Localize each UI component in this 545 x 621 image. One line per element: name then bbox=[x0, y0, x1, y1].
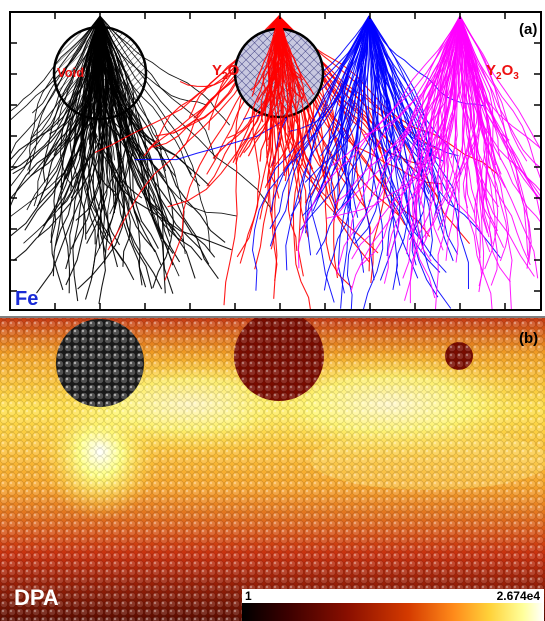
y2o3-label-red: Y2O bbox=[212, 62, 240, 82]
ion-track bbox=[285, 15, 370, 271]
ion-track bbox=[288, 15, 370, 132]
ion-track bbox=[389, 15, 461, 256]
ion-track bbox=[437, 15, 482, 231]
panel-b: (b) DPA 1 2.674e4 bbox=[0, 318, 545, 621]
ion-track bbox=[235, 15, 280, 165]
ion-track bbox=[389, 15, 461, 150]
ion-track bbox=[459, 15, 501, 160]
ion-track bbox=[444, 16, 464, 191]
ion-track bbox=[459, 15, 481, 258]
ion-track bbox=[459, 15, 493, 244]
ion-track bbox=[330, 15, 461, 167]
dpa-label: DPA bbox=[14, 585, 59, 610]
ion-track bbox=[459, 15, 541, 179]
ion-track bbox=[436, 15, 491, 253]
ion-track bbox=[459, 15, 541, 169]
ion-tracks-overlay bbox=[212, 15, 316, 176]
ion-track bbox=[368, 15, 501, 259]
panel-a: Void Y2O Y2O3 (a) Fe bbox=[9, 11, 542, 311]
ion-track bbox=[349, 15, 461, 236]
ion-track bbox=[260, 15, 280, 123]
ion-track bbox=[312, 15, 370, 212]
colorbar-gradient bbox=[242, 603, 544, 621]
ion-track bbox=[278, 15, 305, 103]
colorbar: 1 2.674e4 bbox=[242, 589, 544, 621]
ion-track bbox=[362, 15, 384, 310]
ion-track bbox=[363, 15, 461, 136]
colorbar-min: 1 bbox=[245, 589, 252, 603]
ion-track bbox=[368, 15, 413, 139]
ion-track bbox=[299, 15, 370, 231]
ion-track bbox=[420, 15, 461, 253]
ion-track bbox=[368, 15, 399, 290]
fe-label: Fe bbox=[15, 288, 38, 310]
ion-track bbox=[351, 15, 370, 218]
ion-track bbox=[444, 15, 461, 263]
colorbar-max: 2.674e4 bbox=[497, 589, 541, 603]
ion-track bbox=[336, 15, 461, 274]
ion-track bbox=[406, 15, 461, 255]
panel-a-tag: (a) bbox=[519, 21, 537, 38]
axis-ticks bbox=[10, 12, 541, 310]
ion-track bbox=[450, 15, 461, 159]
ion-track bbox=[278, 15, 304, 99]
ion-track bbox=[326, 15, 461, 219]
ion-track bbox=[459, 15, 541, 153]
ion-track bbox=[267, 15, 280, 98]
void-label: Void bbox=[57, 65, 84, 80]
ion-track bbox=[368, 15, 424, 249]
ion-track bbox=[459, 15, 530, 269]
ion-track bbox=[337, 15, 370, 294]
panel-b-tag: (b) bbox=[519, 330, 538, 347]
ion-track bbox=[459, 15, 483, 293]
ion-track bbox=[232, 15, 280, 164]
y2o3-label-magenta: Y2O3 bbox=[486, 62, 519, 82]
ion-track bbox=[269, 15, 370, 230]
ion-track bbox=[322, 15, 370, 172]
ion-track bbox=[459, 15, 511, 283]
ion-track bbox=[290, 15, 370, 217]
ion-track bbox=[269, 15, 370, 247]
ion-track bbox=[408, 15, 461, 299]
void-circle bbox=[52, 25, 148, 121]
ion-track bbox=[417, 15, 461, 146]
ion-track bbox=[459, 15, 535, 277]
ion-track bbox=[362, 15, 447, 273]
ion-track bbox=[368, 15, 426, 240]
ion-track bbox=[459, 15, 541, 218]
